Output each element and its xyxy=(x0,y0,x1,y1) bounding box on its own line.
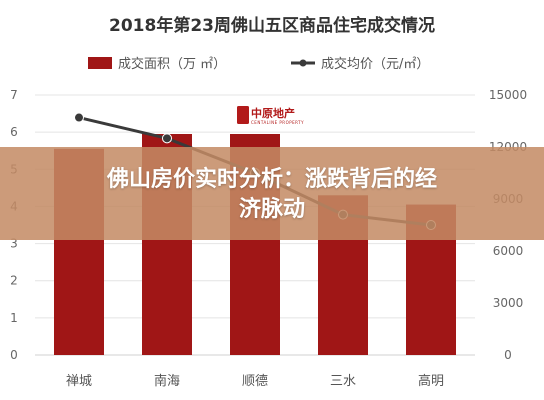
legend-swatch-area xyxy=(88,57,112,69)
legend-label-price: 成交均价（元/㎡） xyxy=(321,56,429,72)
banner-line-2: 济脉动 xyxy=(238,197,305,222)
y-right-tick-5: 15000 xyxy=(489,88,527,102)
y-left-tick-0: 0 xyxy=(10,348,18,362)
y-right-tick-2: 6000 xyxy=(493,244,524,258)
y-left-tick-3: 3 xyxy=(10,237,18,251)
legend-marker-price xyxy=(299,59,307,67)
banner-line-1: 佛山房价实时分析：涨跌背后的经 xyxy=(106,167,437,192)
logo-mark-icon xyxy=(237,106,249,124)
price-point-南海 xyxy=(162,133,172,144)
x-label-三水: 三水 xyxy=(330,374,356,389)
headline-banner: 佛山房价实时分析：涨跌背后的经 济脉动 xyxy=(0,147,544,240)
y-left-tick-2: 2 xyxy=(10,274,18,288)
legend-label-area: 成交面积（万 ㎡） xyxy=(118,56,226,72)
x-label-南海: 南海 xyxy=(154,373,180,389)
logo-text: 中原地产 xyxy=(251,106,295,120)
y-right-tick-0: 0 xyxy=(504,348,512,362)
x-axis-categories: 禅城 南海 顺德 三水 高明 xyxy=(66,373,444,389)
y-left-tick-1: 1 xyxy=(10,311,18,325)
chart-title: 2018年第23周佛山五区商品住宅成交情况 xyxy=(109,15,435,36)
y-left-tick-6: 6 xyxy=(10,125,18,139)
y-right-tick-1: 3000 xyxy=(493,296,524,310)
x-label-高明: 高明 xyxy=(418,373,444,389)
x-label-顺德: 顺德 xyxy=(242,374,268,389)
logo-subtext: CENTALINE PROPERTY xyxy=(251,120,304,125)
x-label-禅城: 禅城 xyxy=(66,374,92,389)
y-left-tick-7: 7 xyxy=(10,88,18,102)
legend: 成交面积（万 ㎡） 成交均价（元/㎡） xyxy=(88,56,429,72)
centaline-logo: 中原地产 CENTALINE PROPERTY xyxy=(237,106,304,125)
price-point-禅城 xyxy=(74,112,84,123)
